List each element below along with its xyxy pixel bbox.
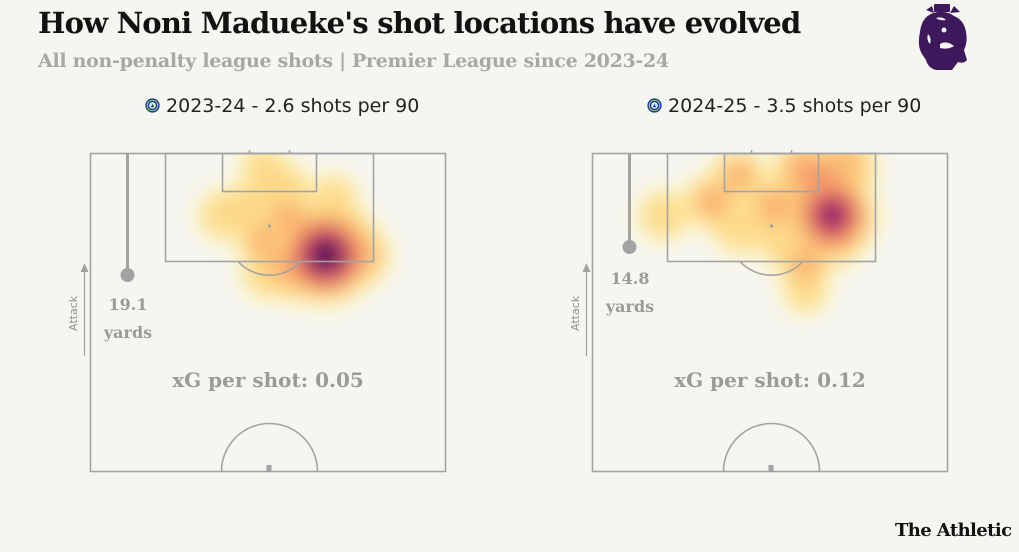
shot-map-2023-24: 19.1 yards Attack xG per shot: 0.05	[68, 150, 447, 473]
distance-value: 19.1	[109, 295, 148, 314]
density-level	[791, 249, 820, 279]
shot-density-heatmap	[195, 153, 394, 310]
arrow-up-icon	[80, 263, 89, 356]
penalty-spot	[769, 224, 774, 228]
chelsea-badge-icon	[647, 98, 662, 113]
centre-spot	[266, 465, 272, 471]
centre-spot	[768, 465, 774, 471]
distance-marker	[622, 154, 637, 254]
panel-title-text: 2024-25 - 3.5 shots per 90	[668, 95, 922, 117]
heatmap-layer	[195, 153, 394, 310]
distance-unit: yards	[103, 323, 152, 342]
density-level	[758, 190, 791, 223]
attack-direction-label: Attack	[68, 295, 80, 331]
pitch-lines	[591, 150, 949, 473]
penalty-arc	[237, 260, 302, 276]
heatmap-layer	[635, 153, 882, 317]
pitch-lines	[89, 150, 447, 473]
panel-title-2023-24: 2023-24 - 2.6 shots per 90	[145, 95, 419, 117]
chart-title: How Noni Madueke's shot locations have e…	[38, 6, 801, 40]
penalty-arc	[739, 260, 804, 276]
density-level	[641, 193, 686, 238]
xg-per-shot-label: xG per shot: 0.12	[674, 368, 866, 392]
xg-per-shot-label: xG per shot: 0.05	[172, 368, 364, 392]
shot-density-heatmap	[635, 153, 882, 317]
chelsea-badge-icon	[145, 98, 160, 113]
distance-marker	[120, 154, 135, 282]
density-level	[820, 203, 844, 228]
goal	[750, 150, 793, 155]
density-level	[724, 161, 754, 191]
density-level	[314, 178, 355, 218]
panel-title-text: 2023-24 - 2.6 shots per 90	[166, 95, 420, 117]
arrow-up-icon	[582, 263, 591, 356]
chart-subtitle: All non-penalty league shots | Premier L…	[38, 50, 669, 72]
penalty-spot	[267, 224, 272, 228]
centre-circle	[722, 422, 821, 472]
premier-league-lion-icon	[918, 4, 967, 70]
density-level	[314, 243, 337, 267]
density-level	[227, 183, 273, 230]
attack-direction-label: Attack	[570, 295, 582, 331]
density-level	[696, 186, 728, 218]
shot-map-2024-25: 14.8 yards Attack xG per shot: 0.12	[570, 150, 949, 473]
distance-unit: yards	[605, 297, 654, 316]
publisher-brand: The Athletic	[895, 520, 1012, 541]
panel-title-2024-25: 2024-25 - 3.5 shots per 90	[647, 95, 921, 117]
distance-value: 14.8	[611, 269, 650, 288]
centre-circle	[220, 422, 319, 472]
goal	[248, 150, 291, 155]
